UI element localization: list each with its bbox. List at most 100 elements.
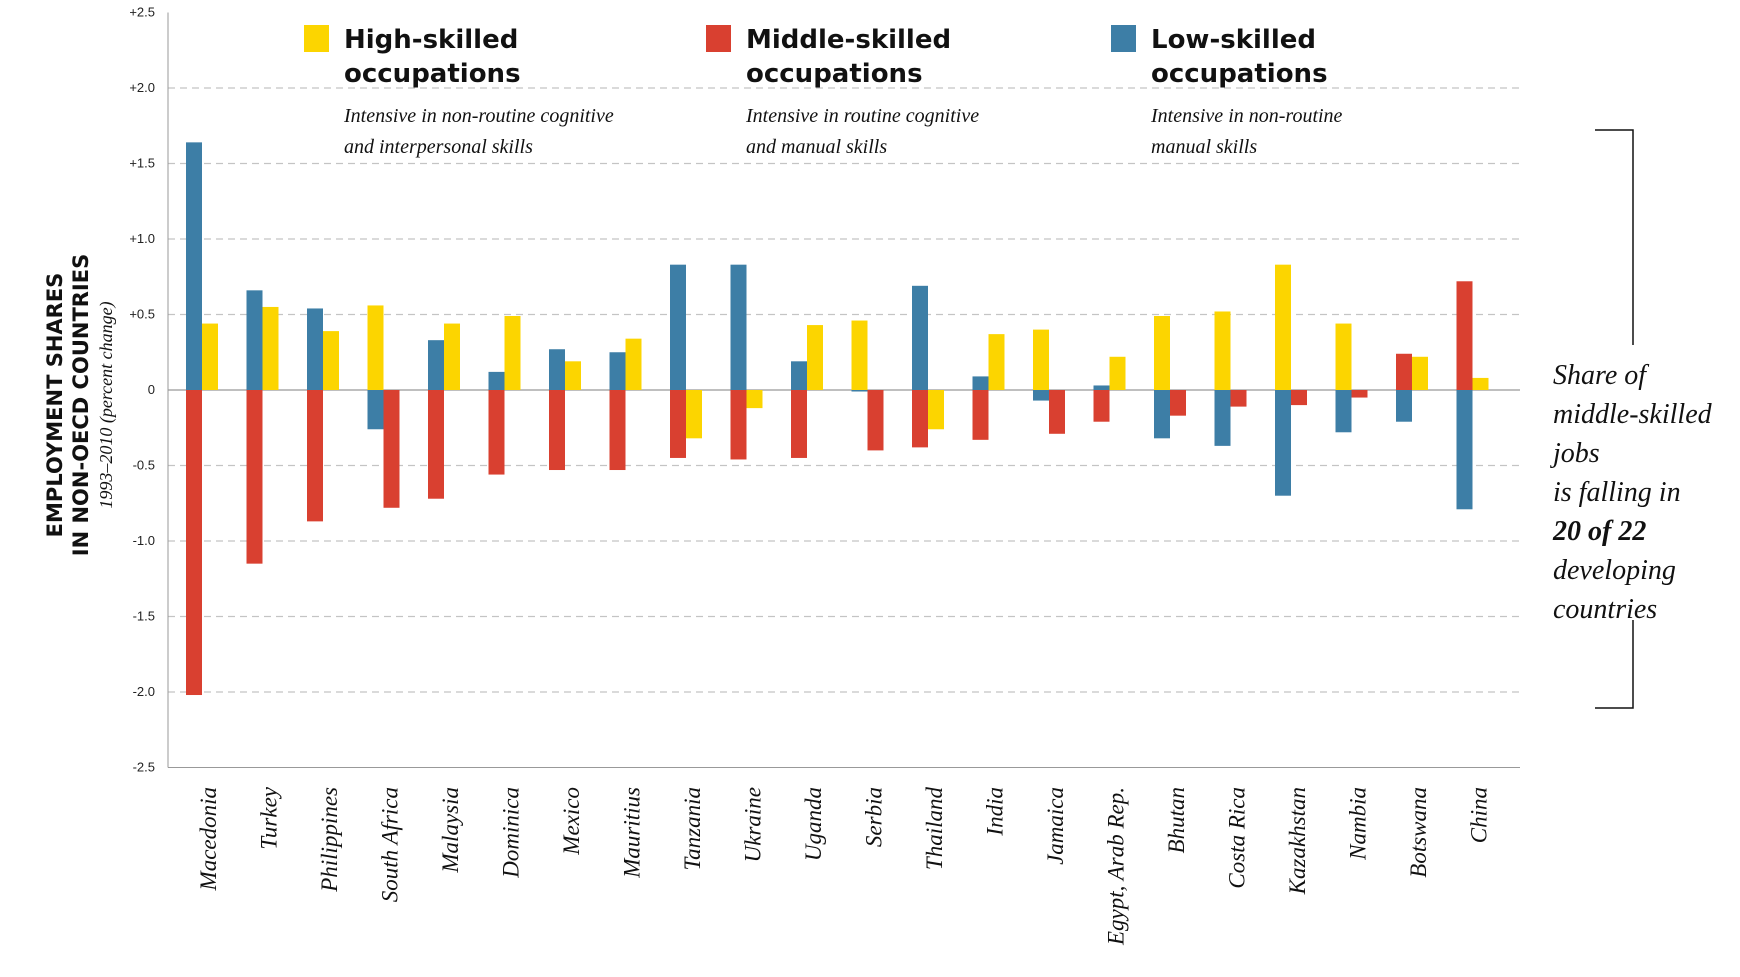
bar-kazakhstan-low [1275,390,1291,496]
bar-jamaica-low [1033,390,1049,401]
bar-india-high [988,334,1005,390]
bar-kazakhstan-middle [1291,390,1307,406]
annotation-line: Share of [1553,360,1649,391]
bar-south-africa-high [367,305,384,390]
bar-botswana-low [1396,390,1412,422]
bar-ukraine-high [746,390,763,409]
x-tick-label: Uganda [801,787,826,861]
bar-tanzania-high [686,390,702,439]
legend-description: Intensive in non-routine cognitive [343,105,614,127]
legend-title: occupations [746,59,923,89]
bar-malaysia-middle [428,390,444,499]
bar-serbia-middle [867,390,884,451]
y-tick-label: -0.5 [133,458,155,473]
annotation-line: middle-skilled [1553,399,1713,430]
y-tick-label: +0.5 [129,307,155,322]
x-tick-label: Tanzania [680,787,705,871]
x-tick-label: Macedonia [196,787,221,891]
y-axis-subtitle: 1993–2010 (percent change) [96,301,117,508]
bar-serbia-low [851,390,868,392]
annotation-line: jobs [1550,438,1600,469]
legend-description: manual skills [1151,136,1257,158]
x-tick-label: China [1467,787,1492,843]
bar-botswana-middle [1396,353,1412,390]
annotation-bracket [1595,129,1634,709]
bar-mexico-low [549,349,565,390]
bar-egypt-arab-rep-middle [1093,390,1110,422]
legend-description: Intensive in non-routine [1150,105,1343,127]
bar-india-middle [972,390,989,440]
bar-turkey-high [262,306,279,390]
y-tick-label: -1.5 [133,609,155,624]
annotation-line: countries [1553,594,1657,625]
x-tick-label: Kazakhstan [1285,787,1310,895]
bar-mauritius-middle [609,390,626,471]
bar-philippines-middle [307,390,323,522]
legend-item-low: Low-skilled occupations Intensive in non-r… [1111,25,1343,158]
x-tick-label: Philippines [317,787,342,893]
bar-philippines-low [307,308,323,390]
bar-china-middle [1456,281,1473,390]
y-tick-label: -1.0 [133,533,155,548]
bar-egypt-arab-rep-low [1093,385,1110,390]
bar-botswana-high [1412,356,1428,390]
bar-nambia-high [1335,323,1352,390]
y-axis-title-line-2: IN NON-OECD COUNTRIES [69,254,93,556]
legend-description: Intensive in routine cognitive [745,105,979,127]
bar-india-low [972,376,989,390]
bar-egypt-arab-rep-high [1109,356,1126,390]
y-axis: +2.5 +2.0 +1.5 +1.0 +0.5 0 -0.5 -1.0 -1.5 -2.0 -2.… [129,5,1520,775]
bar-ukraine-middle [730,390,747,460]
legend-swatch [706,25,731,52]
x-tick-label: Mauritius [620,787,645,879]
bar-mexico-middle [549,390,565,471]
y-tick-label: -2.5 [133,760,155,775]
x-tick-label: Thailand [922,787,947,871]
x-tick-label: Botswana [1406,787,1431,878]
bar-philippines-high [323,331,339,390]
bar-uganda-low [791,361,807,390]
annotation-line: 20 of 22 [1552,516,1646,547]
annotation-line: is falling in [1553,477,1681,508]
bar-mexico-high [565,361,581,390]
bar-china-high [1472,377,1489,390]
x-tick-label: Mexico [559,787,584,856]
bar-uganda-high [807,325,823,390]
x-tick-label: Jamaica [1043,787,1068,865]
y-axis-title-line-1: EMPLOYMENT SHARES [43,273,67,538]
annotation: Share of middle-skilled jobs is falling in 2… [1550,360,1713,625]
y-tick-label: -2.0 [133,684,155,699]
legend-title: occupations [1151,59,1328,89]
bar-costa-rica-middle [1230,390,1247,407]
bar-jamaica-high [1033,329,1049,390]
x-tick-label: Bhutan [1164,787,1189,853]
bar-china-low [1456,390,1473,510]
bar-dominica-middle [488,390,505,475]
x-tick-label: Costa Rica [1225,787,1250,889]
bar-tanzania-middle [670,390,686,458]
bar-macedonia-low [186,142,202,390]
legend-title: occupations [344,59,521,89]
bar-mauritius-low [609,352,626,390]
bar-mauritius-high [625,338,642,390]
bar-bhutan-low [1154,390,1170,439]
bar-south-africa-low [367,390,384,430]
legend-title: Low-skilled [1151,25,1316,55]
x-tick-label: India [983,787,1008,837]
legend-item-high: High-skilled occupations Intensive in non-… [304,25,614,158]
y-tick-label: +2.5 [129,5,155,20]
legend-title: Middle-skilled [746,25,951,55]
legend-description: and interpersonal skills [344,136,533,158]
bar-dominica-high [504,316,521,390]
bar-ukraine-low [730,264,747,390]
bar-thailand-high [928,390,944,430]
y-axis-title: EMPLOYMENT SHARES IN NON-OECD COUNTRIES … [43,254,117,556]
x-axis-labels: Macedonia Turkey Philippines South Africa Ma… [196,786,1492,946]
x-tick-label: Malaysia [438,787,463,874]
bar-thailand-low [912,285,928,390]
bar-south-africa-middle [383,390,400,508]
x-tick-label: Nambia [1346,787,1371,861]
x-tick-label: Ukraine [741,787,766,862]
bar-nambia-low [1335,390,1352,433]
